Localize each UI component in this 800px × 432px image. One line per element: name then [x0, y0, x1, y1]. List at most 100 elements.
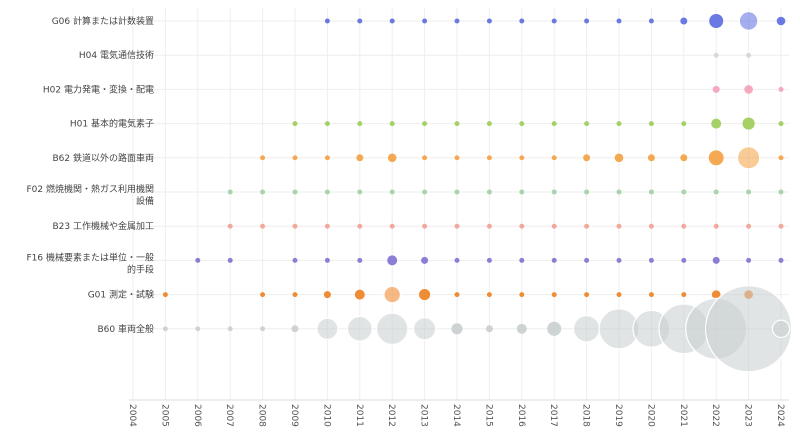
bubble-point[interactable] [551, 257, 557, 263]
bubble-point[interactable] [324, 155, 330, 161]
bubble-point[interactable] [713, 52, 719, 58]
bubble-point[interactable] [708, 150, 724, 166]
bubble-point[interactable] [738, 11, 759, 31]
bubble-point[interactable] [616, 189, 622, 195]
bubble-point[interactable] [383, 285, 402, 304]
bubble-point[interactable] [746, 189, 752, 195]
bubble-point[interactable] [681, 121, 687, 127]
bubble-point[interactable] [713, 189, 719, 195]
bubble-point[interactable] [357, 223, 363, 229]
bubble-point[interactable] [771, 319, 791, 338]
bubble-point[interactable] [292, 121, 298, 127]
bubble-point[interactable] [389, 121, 395, 127]
bubble-point[interactable] [776, 16, 786, 26]
bubble-point[interactable] [227, 223, 233, 229]
bubble-point[interactable] [375, 312, 409, 346]
bubble-point[interactable] [291, 325, 299, 333]
bubble-point[interactable] [616, 121, 622, 127]
bubble-point[interactable] [292, 223, 298, 229]
bubble-point[interactable] [324, 189, 330, 195]
bubble-point[interactable] [419, 289, 431, 301]
bubble-point[interactable] [519, 155, 525, 161]
bubble-point[interactable] [292, 257, 298, 263]
bubble-point[interactable] [519, 121, 525, 127]
bubble-point[interactable] [227, 326, 233, 332]
bubble-point[interactable] [260, 189, 266, 195]
bubble-point[interactable] [547, 321, 562, 336]
bubble-point[interactable] [162, 326, 168, 332]
bubble-point[interactable] [778, 121, 784, 127]
bubble-point[interactable] [354, 289, 365, 300]
bubble-point[interactable] [316, 317, 339, 340]
bubble-point[interactable] [583, 154, 591, 162]
bubble-point[interactable] [616, 18, 622, 24]
bubble-point[interactable] [387, 255, 398, 266]
bubble-point[interactable] [357, 121, 363, 127]
bubble-point[interactable] [486, 189, 492, 195]
bubble-point[interactable] [357, 257, 363, 263]
bubble-point[interactable] [778, 189, 784, 195]
bubble-point[interactable] [346, 315, 373, 342]
bubble-point[interactable] [712, 256, 720, 264]
bubble-point[interactable] [519, 257, 525, 263]
bubble-point[interactable] [454, 223, 460, 229]
bubble-point[interactable] [357, 189, 363, 195]
bubble-point[interactable] [389, 18, 395, 24]
bubble-point[interactable] [681, 257, 687, 263]
bubble-point[interactable] [324, 18, 330, 24]
bubble-point[interactable] [614, 153, 624, 163]
bubble-point[interactable] [519, 292, 525, 298]
bubble-point[interactable] [648, 257, 654, 263]
bubble-point[interactable] [324, 257, 330, 263]
bubble-point[interactable] [519, 189, 525, 195]
bubble-point[interactable] [648, 292, 654, 298]
bubble-point[interactable] [616, 223, 622, 229]
bubble-point[interactable] [356, 154, 364, 162]
bubble-point[interactable] [736, 146, 761, 170]
bubble-point[interactable] [519, 18, 525, 24]
bubble-point[interactable] [357, 18, 363, 24]
bubble-point[interactable] [551, 121, 557, 127]
bubble-point[interactable] [486, 223, 492, 229]
bubble-point[interactable] [195, 257, 201, 263]
bubble-point[interactable] [778, 257, 784, 263]
bubble-point[interactable] [616, 292, 622, 298]
bubble-point[interactable] [746, 223, 752, 229]
bubble-point[interactable] [680, 17, 688, 25]
bubble-point[interactable] [711, 290, 721, 299]
bubble-point[interactable] [680, 154, 688, 162]
bubble-point[interactable] [389, 223, 395, 229]
bubble-point[interactable] [387, 153, 397, 163]
bubble-point[interactable] [195, 326, 201, 332]
bubble-point[interactable] [551, 18, 557, 24]
bubble-point[interactable] [486, 155, 492, 161]
bubble-point[interactable] [324, 121, 330, 127]
bubble-point[interactable] [746, 52, 752, 58]
bubble-point[interactable] [422, 189, 428, 195]
bubble-point[interactable] [454, 155, 460, 161]
bubble-point[interactable] [389, 189, 395, 195]
bubble-point[interactable] [572, 315, 601, 343]
bubble-point[interactable] [584, 223, 590, 229]
bubble-point[interactable] [422, 121, 428, 127]
bubble-point[interactable] [551, 292, 557, 298]
bubble-point[interactable] [648, 121, 654, 127]
bubble-point[interactable] [292, 155, 298, 161]
bubble-point[interactable] [454, 292, 460, 298]
bubble-point[interactable] [551, 223, 557, 229]
bubble-point[interactable] [162, 292, 168, 298]
bubble-point[interactable] [421, 256, 429, 264]
bubble-point[interactable] [454, 257, 460, 263]
bubble-point[interactable] [616, 257, 622, 263]
bubble-point[interactable] [648, 189, 654, 195]
bubble-point[interactable] [648, 18, 654, 24]
bubble-point[interactable] [516, 323, 527, 334]
bubble-point[interactable] [412, 317, 437, 341]
bubble-point[interactable] [584, 189, 590, 195]
bubble-point[interactable] [551, 189, 557, 195]
bubble-point[interactable] [648, 223, 654, 229]
bubble-point[interactable] [422, 223, 428, 229]
bubble-point[interactable] [324, 223, 330, 229]
bubble-point[interactable] [519, 223, 525, 229]
bubble-point[interactable] [260, 326, 266, 332]
